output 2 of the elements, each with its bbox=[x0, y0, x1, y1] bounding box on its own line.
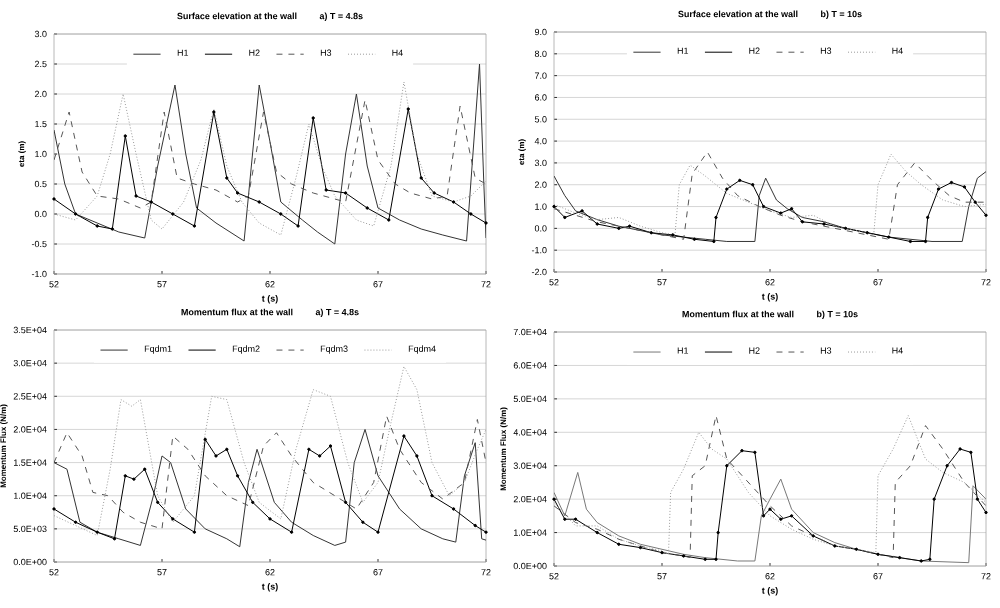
line-series bbox=[54, 365, 486, 536]
line-series bbox=[54, 99, 486, 209]
